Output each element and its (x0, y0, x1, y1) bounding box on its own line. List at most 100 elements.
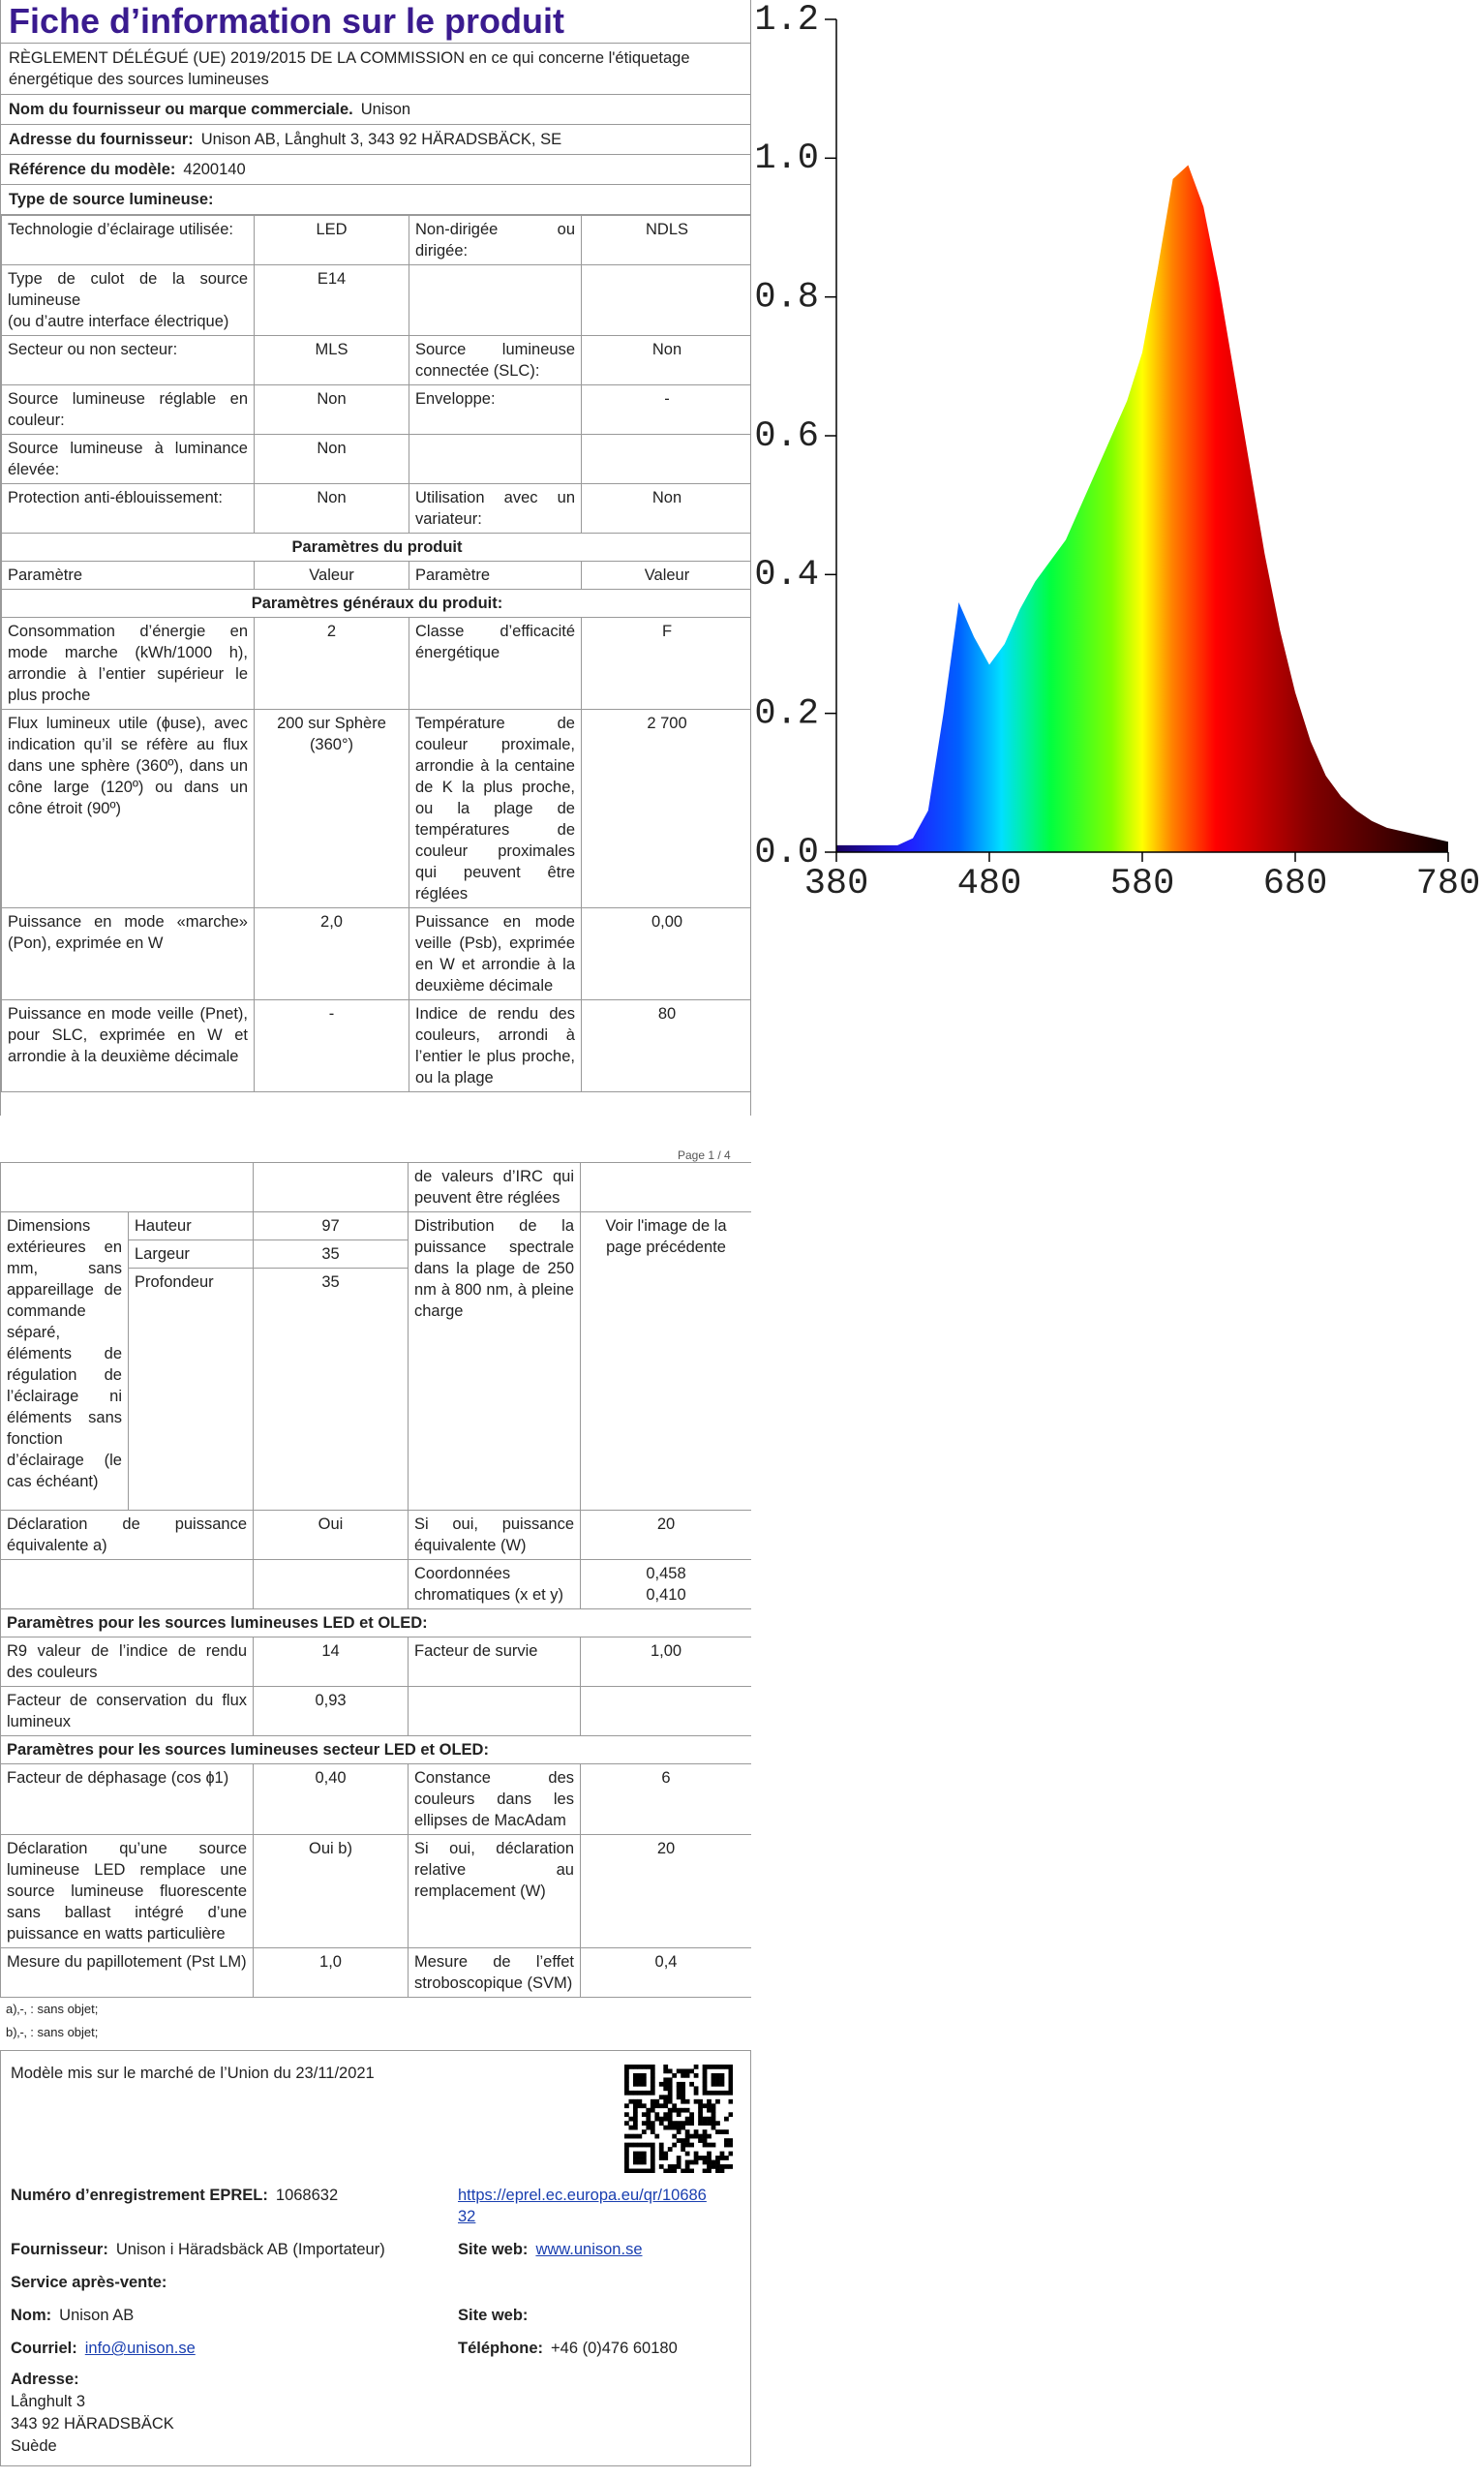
label-cell: Protection anti-éblouissement: (1, 483, 255, 534)
qr-module (632, 2125, 638, 2130)
value-cell: 80 (581, 999, 750, 1092)
qr-module (684, 2164, 690, 2169)
qr-module (689, 2121, 694, 2127)
qr-module (711, 2107, 716, 2113)
table-row: Paramètre Valeur Paramètre Valeur (1, 561, 750, 590)
qr-module (684, 2129, 690, 2134)
value-cell (580, 1686, 751, 1736)
qr-module (693, 2065, 699, 2069)
qr-module (654, 2112, 660, 2118)
qr-module (654, 2133, 660, 2139)
qr-module (711, 2081, 716, 2087)
qr-module (707, 2133, 712, 2139)
qr-module (728, 2068, 733, 2074)
qr-module (711, 2142, 716, 2148)
qr-module (676, 2068, 681, 2074)
label-cell (0, 1559, 254, 1609)
qr-module (715, 2072, 720, 2078)
qr-module (676, 2159, 681, 2165)
qr-module (650, 2147, 655, 2152)
label: Référence du modèle: (9, 161, 176, 178)
qr-module (702, 2138, 708, 2143)
qr-module (672, 2072, 678, 2078)
qr-module (667, 2077, 673, 2083)
label-cell (409, 434, 582, 484)
qr-module (628, 2133, 634, 2139)
address-line: 343 92 HÄRADSBÄCK (11, 2415, 174, 2433)
qr-module (632, 2098, 638, 2104)
label-cell: Indice de rendu des couleurs, arrondi à … (409, 999, 582, 1092)
qr-module (667, 2081, 673, 2087)
qr-module (698, 2103, 703, 2109)
qr-code (624, 2065, 733, 2173)
qr-module (711, 2112, 716, 2118)
label: Nom du fournisseur ou marque commerciale… (9, 101, 353, 118)
qr-module (693, 2072, 699, 2078)
y-tick-label: 0.0 (754, 833, 819, 873)
qr-module (654, 2116, 660, 2122)
link[interactable]: info@unison.se (84, 2340, 196, 2357)
value-cell: 6 (580, 1763, 751, 1835)
label-cell: Source lumineuse à luminance élevée: (1, 434, 255, 484)
qr-module (650, 2156, 655, 2160)
info-line: Référence du modèle: 4200140 (1, 155, 750, 185)
qr-module (637, 2103, 643, 2109)
qr-module (672, 2107, 678, 2113)
label-cell: Dimensions extérieures en mm, sans appar… (0, 1211, 129, 1511)
qr-module (650, 2081, 655, 2087)
label: Courriel: (11, 2340, 77, 2357)
qr-module (672, 2103, 678, 2109)
continuation-cell: de valeurs d’IRC qui peuvent être réglée… (408, 1162, 581, 1212)
qr-module (632, 2121, 638, 2127)
qr-module (715, 2077, 720, 2083)
contact-grid: Numéro d’enregistrement EPREL: 1068632 ht… (11, 2185, 741, 2359)
qr-module (667, 2098, 673, 2104)
qr-module (624, 2103, 629, 2109)
link[interactable]: https://eprel.ec.europa.eu/qr/1068632 (458, 2187, 707, 2225)
value-cell (253, 1559, 409, 1609)
qr-module (624, 2090, 629, 2096)
qr-module (646, 2065, 651, 2069)
y-tick-label: 1.2 (754, 0, 819, 41)
qr-module (707, 2121, 712, 2127)
supplier: Fournisseur: Unison i Häradsbäck AB (Impo… (11, 2239, 458, 2260)
qr-module (676, 2090, 681, 2096)
value-cell: 2 (254, 617, 409, 710)
value-cell: 0,00 (581, 907, 750, 1000)
qr-module (632, 2159, 638, 2165)
qr-module (715, 2081, 720, 2087)
qr-module (667, 2147, 673, 2152)
qr-module (663, 2077, 669, 2083)
x-tick-label: 580 (1110, 864, 1175, 904)
qr-module (628, 2090, 634, 2096)
label-cell: Enveloppe: (409, 384, 582, 435)
label-cell: Facteur de conservation du flux lumineux (0, 1686, 254, 1736)
footnote: b)‚-‚ : sans objet; (6, 2025, 99, 2039)
value-cell: Valeur (581, 561, 750, 590)
qr-module (632, 2142, 638, 2148)
qr-module (728, 2138, 733, 2143)
table-row: Déclaration qu’une source lumineuse LED … (0, 1834, 751, 1948)
qr-module (658, 2081, 664, 2087)
qr-module (663, 2103, 669, 2109)
qr-module (684, 2072, 690, 2078)
label-cell: Puissance en mode veille (Pnet), pour SL… (1, 999, 255, 1092)
qr-module (637, 2081, 643, 2087)
qr-module (676, 2107, 681, 2113)
qr-module (724, 2090, 729, 2096)
qr-module (646, 2112, 651, 2118)
value-cell: 2,0 (254, 907, 409, 1000)
table-row: Paramètres pour les sources lumineuses L… (0, 1608, 751, 1637)
label-cell: Coordonnées chromatiques (x et y) (408, 1559, 581, 1609)
qr-module (624, 2159, 629, 2165)
qr-module (672, 2121, 678, 2127)
link[interactable]: www.unison.se (535, 2241, 643, 2258)
value-cell: 1,00 (580, 1637, 751, 1687)
table-row: Source lumineuse à luminance élevée: Non (1, 434, 750, 484)
qr-module (711, 2103, 716, 2109)
qr-module (641, 2129, 647, 2134)
qr-module (728, 2065, 733, 2069)
qr-module (681, 2121, 686, 2127)
label-cell: Déclaration de puissance équivalente a) (0, 1510, 254, 1560)
qr-module (676, 2125, 681, 2130)
